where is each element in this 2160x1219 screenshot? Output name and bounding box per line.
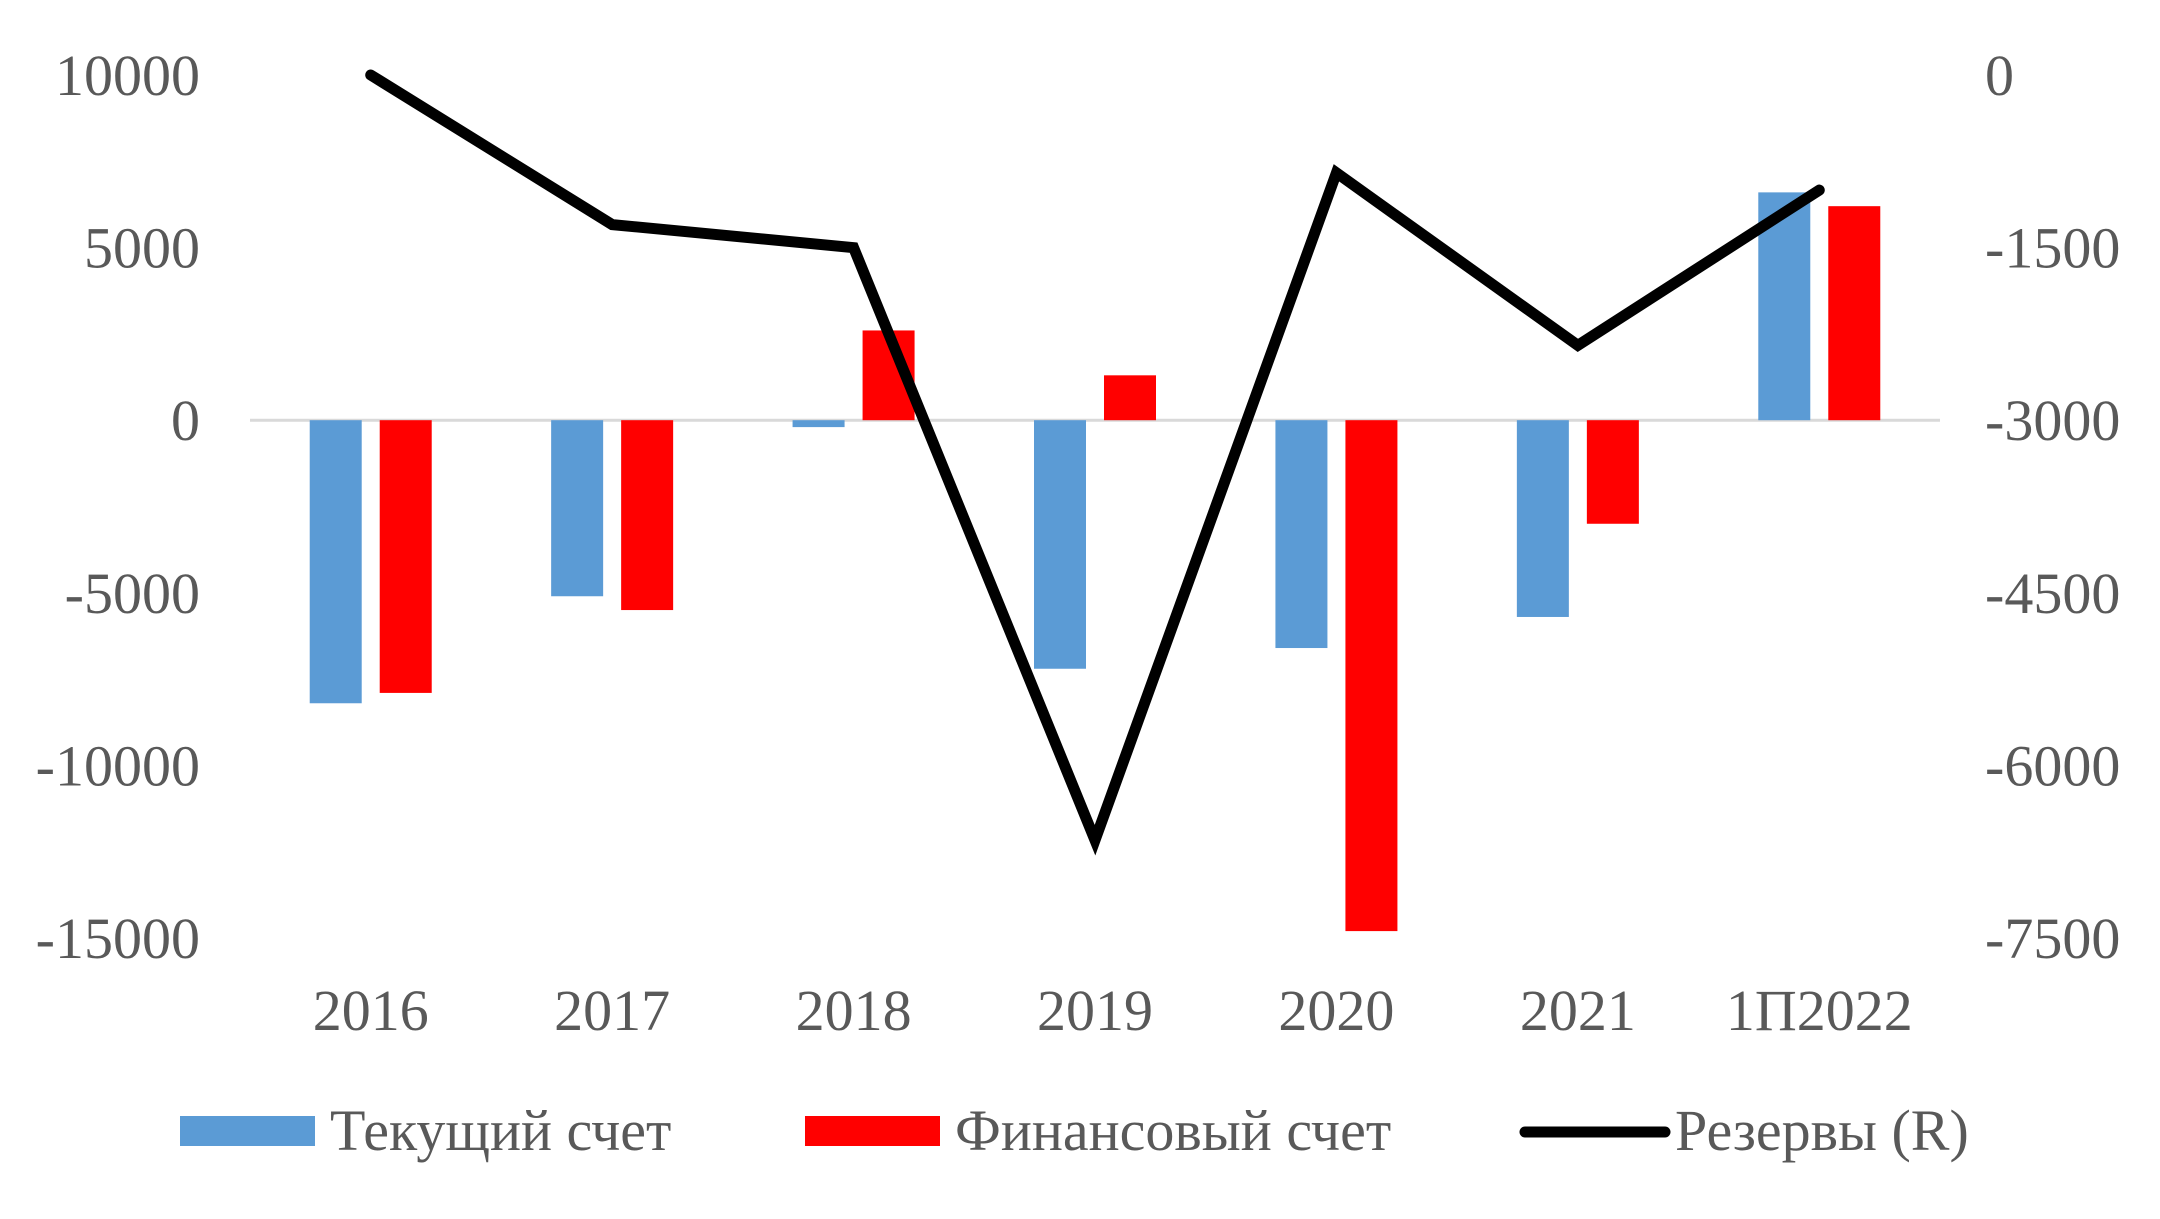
category-label: 2019	[1037, 978, 1153, 1043]
left-axis-tick-label: -5000	[65, 561, 200, 626]
bar-financial-account-1	[621, 420, 674, 611]
category-label: 2020	[1278, 978, 1394, 1043]
bar-financial-account-5	[1586, 420, 1639, 524]
legend-label: Текущий счет	[330, 1098, 671, 1163]
bar-current-account-5	[1516, 420, 1569, 617]
legend-label: Финансовый счет	[955, 1098, 1391, 1163]
right-axis-tick-label: -4500	[1985, 561, 2120, 626]
legend-swatch	[805, 1116, 940, 1146]
bar-current-account-2	[792, 420, 845, 428]
left-axis-tick-label: 0	[171, 388, 200, 453]
left-axis-tick-label: -15000	[36, 906, 200, 971]
category-label: 2018	[796, 978, 912, 1043]
bar-current-account-6	[1758, 192, 1811, 421]
bar-financial-account-3	[1104, 375, 1156, 421]
right-axis-tick-label: 0	[1985, 43, 2014, 108]
bar-current-account-3	[1034, 420, 1086, 669]
left-axis-tick-label: -10000	[36, 733, 200, 798]
category-label: 2017	[554, 978, 670, 1043]
bar-current-account-1	[551, 420, 604, 597]
right-axis-tick-label: -1500	[1985, 216, 2120, 281]
left-axis-tick-label: 10000	[55, 43, 200, 108]
bar-financial-account-6	[1828, 206, 1881, 421]
right-axis-tick-label: -6000	[1985, 733, 2120, 798]
category-label: 2016	[313, 978, 429, 1043]
bar-current-account-4	[1275, 420, 1328, 649]
bar-financial-account-4	[1345, 420, 1398, 932]
category-label: 2021	[1520, 978, 1636, 1043]
legend-label: Резервы (R)	[1675, 1098, 1969, 1163]
bar-current-account-0	[309, 420, 362, 704]
right-axis-tick-label: -7500	[1985, 906, 2120, 971]
right-axis-tick-label: -3000	[1985, 388, 2120, 453]
category-label: 1П2022	[1726, 978, 1913, 1043]
left-axis-tick-label: 5000	[84, 216, 200, 281]
legend-swatch	[180, 1116, 315, 1146]
bar-financial-account-0	[379, 420, 432, 693]
reserves-line	[365, 69, 1825, 856]
